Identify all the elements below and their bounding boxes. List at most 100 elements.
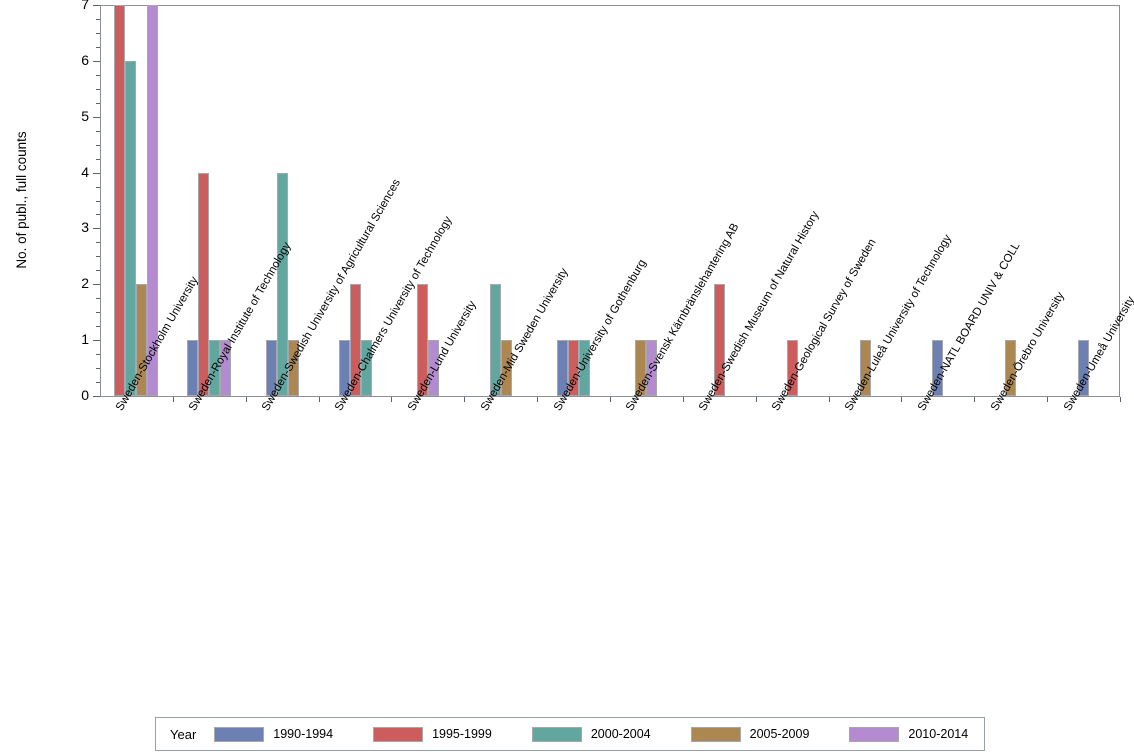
tick-line <box>93 60 100 62</box>
bar <box>114 5 126 396</box>
tick-line <box>93 5 100 6</box>
bar <box>276 172 288 396</box>
tick-line <box>96 158 100 160</box>
bar <box>147 5 159 396</box>
legend-color-swatch <box>690 726 741 742</box>
x-tick <box>610 397 611 402</box>
bar <box>786 340 798 396</box>
tick-line <box>96 242 100 244</box>
legend-title: Year <box>170 726 197 742</box>
bar <box>187 340 199 396</box>
x-tick <box>319 397 320 402</box>
x-tick <box>829 397 830 402</box>
tick-line <box>96 270 100 272</box>
tick-line <box>93 340 100 342</box>
legend-label: 2010-2014 <box>908 727 969 741</box>
tick-line <box>96 102 100 104</box>
tick-line <box>96 18 100 20</box>
y-tick-label: 7 <box>81 0 89 12</box>
tick-line <box>96 130 100 132</box>
tick-line <box>96 144 100 146</box>
bar <box>427 340 439 396</box>
legend-color-swatch <box>373 726 424 742</box>
legend-color-swatch <box>531 726 582 742</box>
x-tick <box>683 397 684 402</box>
bar <box>557 340 569 396</box>
tick-line <box>93 116 100 118</box>
bar <box>416 284 428 396</box>
x-tick <box>246 397 247 402</box>
tick-line <box>96 214 100 216</box>
legend-label: 1990-1994 <box>273 727 334 741</box>
tick-line <box>96 74 100 76</box>
tick-line <box>96 256 100 258</box>
legend-entries: 1990-1994 1995-1999 2000-2004 2005-2009 2010… <box>214 726 978 742</box>
legend-entry[interactable]: 2010-2014 <box>849 726 969 742</box>
x-tick <box>901 397 902 402</box>
y-tick-label: 1 <box>81 331 89 348</box>
x-tick <box>173 397 174 402</box>
tick-line <box>96 88 100 90</box>
x-tick <box>537 397 538 402</box>
x-tick <box>756 397 757 402</box>
tick-line <box>93 284 100 286</box>
bar <box>360 340 372 396</box>
bar <box>265 340 277 396</box>
bar <box>1078 340 1090 396</box>
bar <box>198 172 210 396</box>
legend-color-swatch <box>849 726 900 742</box>
axis-right-line <box>1119 5 1120 397</box>
bar <box>568 340 580 396</box>
tick-line <box>96 382 100 384</box>
tick-line <box>96 32 100 34</box>
y-tick-label: 4 <box>81 163 89 180</box>
tick-line <box>93 228 100 230</box>
bar <box>220 340 232 396</box>
legend-color-swatch <box>214 726 265 742</box>
legend-entry[interactable]: 1990-1994 <box>214 726 363 742</box>
plot-area <box>100 5 1121 402</box>
axis-bottom-line <box>100 396 1120 397</box>
bar <box>500 340 512 396</box>
x-tick <box>1120 397 1121 402</box>
legend-label: 2005-2009 <box>749 727 810 741</box>
y-axis-ticks: 0 1 2 3 4 5 6 7 <box>0 0 100 403</box>
tick-line <box>96 354 100 356</box>
bar <box>713 284 725 396</box>
y-tick-label: 2 <box>81 275 89 292</box>
y-tick-label: 6 <box>81 51 89 68</box>
tick-line <box>96 46 100 48</box>
x-tick <box>464 397 465 402</box>
legend-entry[interactable]: 2005-2009 <box>690 726 840 742</box>
bar <box>136 284 148 396</box>
bar <box>489 284 501 396</box>
legend-entry[interactable]: 1995-1999 <box>373 726 522 742</box>
tick-line <box>96 298 100 300</box>
x-tick <box>391 397 392 402</box>
bar <box>209 340 221 396</box>
tick-line <box>96 326 100 328</box>
bar <box>125 60 137 396</box>
bar <box>1005 340 1017 396</box>
legend-label: 2000-2004 <box>590 727 651 741</box>
axis-top-line <box>100 5 1120 6</box>
tick-line <box>93 396 100 397</box>
x-tick <box>974 397 975 402</box>
legend-label: 1995-1999 <box>432 727 492 741</box>
bar <box>579 340 591 396</box>
bar <box>859 340 871 396</box>
y-tick-label: 3 <box>81 219 89 236</box>
bar <box>635 340 647 396</box>
tick-line <box>96 312 100 314</box>
y-tick-label: 5 <box>81 107 89 124</box>
tick-line <box>93 172 100 174</box>
y-tick-label: 0 <box>81 387 89 403</box>
bar <box>646 340 658 396</box>
bar <box>349 284 361 396</box>
tick-line <box>96 200 100 202</box>
legend-entry[interactable]: 2000-2004 <box>531 726 681 742</box>
bar <box>287 340 299 396</box>
tick-line <box>96 368 100 370</box>
axis-left-line <box>100 5 101 397</box>
bar <box>932 340 944 396</box>
